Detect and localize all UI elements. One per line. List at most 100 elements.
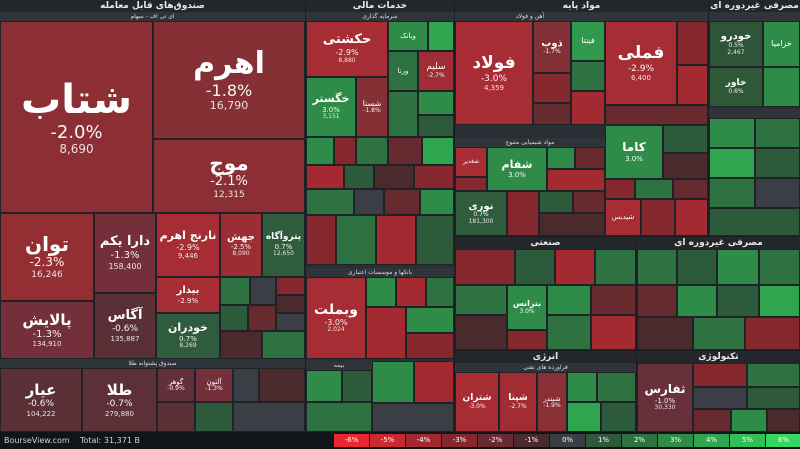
stock-tile-small[interactable]: [455, 315, 507, 350]
stock-tile-vebank[interactable]: وبانک: [388, 21, 428, 51]
stock-tile-small[interactable]: [575, 147, 605, 169]
stock-tile-small[interactable]: [597, 372, 636, 402]
stock-tile-small[interactable]: [567, 402, 601, 432]
stock-tile-small[interactable]: [709, 148, 755, 178]
stock-tile-ahrom[interactable]: اهرم -1.8% 16,790: [153, 21, 305, 139]
stock-tile-small[interactable]: [759, 249, 800, 285]
stock-tile-small[interactable]: [605, 105, 708, 125]
stock-tile-small[interactable]: [262, 331, 305, 359]
stock-tile-small[interactable]: [637, 317, 693, 350]
stock-tile-small[interactable]: [637, 249, 677, 285]
stock-tile-small[interactable]: [539, 213, 605, 236]
stock-tile-small[interactable]: [547, 169, 605, 191]
stock-tile-small[interactable]: [675, 199, 708, 236]
stock-tile-small[interactable]: [220, 305, 248, 331]
stock-tile-small[interactable]: [334, 137, 356, 165]
stock-tile-shafam[interactable]: شفام 3.0%: [487, 147, 547, 191]
stock-tile-small[interactable]: [571, 91, 605, 125]
stock-tile-shebandar[interactable]: شبندر -1.9%: [537, 372, 567, 432]
stock-tile-gohar[interactable]: گوهر -0.9%: [157, 368, 195, 402]
stock-tile-small[interactable]: [428, 21, 454, 51]
stock-tile-small[interactable]: [709, 178, 755, 208]
stock-tile-small[interactable]: [709, 208, 800, 236]
stock-tile-small[interactable]: [306, 189, 354, 215]
stock-tile-small[interactable]: [376, 215, 416, 265]
stock-tile-small[interactable]: [406, 333, 454, 359]
stock-tile-alton[interactable]: آلتون -1.3%: [195, 368, 233, 402]
stock-tile-small[interactable]: [747, 387, 800, 409]
stock-tile-small[interactable]: [693, 409, 731, 432]
stock-tile-small[interactable]: [507, 330, 547, 350]
stock-tile-small[interactable]: [595, 249, 636, 285]
stock-tile-small[interactable]: [374, 165, 414, 189]
stock-tile-small[interactable]: [677, 249, 717, 285]
stock-tile-mowj[interactable]: موج -2.1% 12,315: [153, 139, 305, 213]
stock-tile-small[interactable]: [366, 277, 396, 307]
stock-tile-small[interactable]: [354, 189, 384, 215]
stock-tile-small[interactable]: [567, 372, 597, 402]
stock-tile-small[interactable]: [426, 277, 454, 307]
stock-tile-small[interactable]: [547, 315, 591, 350]
stock-tile-khodro[interactable]: خودرو 0.5% 2,467: [709, 21, 763, 67]
stock-tile-small[interactable]: [306, 402, 372, 432]
stock-tile-vebmelat[interactable]: وبملت -3.0% 2,024: [306, 277, 366, 359]
stock-tile-small[interactable]: [515, 249, 555, 285]
stock-tile-small[interactable]: [745, 317, 800, 350]
stock-tile-small[interactable]: [344, 165, 374, 189]
stock-tile-small[interactable]: [414, 361, 454, 403]
stock-tile-khegostar[interactable]: خگستر 3.0% 3,151: [306, 77, 356, 137]
stock-tile-shepna[interactable]: شپنا -2.7%: [499, 372, 537, 432]
stock-tile-khavar[interactable]: خاور 0.6%: [709, 67, 763, 107]
stock-tile-khodran[interactable]: خودران 0.7% 8,269: [156, 313, 220, 359]
stock-tile-jahesh[interactable]: جهش -2.5% 8,090: [220, 213, 262, 277]
stock-tile-small[interactable]: [547, 285, 591, 315]
stock-tile-small[interactable]: [306, 370, 342, 402]
stock-tile-small[interactable]: [455, 285, 507, 315]
stock-tile-small[interactable]: [306, 137, 334, 165]
stock-tile-small[interactable]: [250, 277, 276, 305]
stock-tile-petroagah[interactable]: پتروآگاه 0.7% 12,650: [262, 213, 305, 277]
stock-tile-small[interactable]: [306, 215, 336, 265]
stock-tile-small[interactable]: [591, 315, 636, 350]
stock-tile-kama[interactable]: کاما 3.0%: [605, 125, 663, 179]
stock-tile-small[interactable]: [372, 361, 414, 403]
stock-tile-tala[interactable]: طلا -0.7% 279,880: [82, 368, 157, 432]
stock-tile-small[interactable]: [220, 277, 250, 305]
stock-tile-small[interactable]: [259, 368, 305, 402]
stock-tile-small[interactable]: [416, 215, 454, 265]
stock-tile-small[interactable]: [663, 125, 708, 153]
stock-tile-sefars[interactable]: ثفارس -1.0% 30,330: [637, 363, 693, 432]
stock-tile-small[interactable]: [547, 147, 575, 169]
stock-tile-small[interactable]: [601, 402, 636, 432]
stock-tile-small[interactable]: [755, 178, 800, 208]
stock-tile-shetran[interactable]: شتران -3.0%: [455, 372, 499, 432]
stock-tile-nouri[interactable]: نوری 0.7% 181,300: [455, 191, 507, 236]
stock-tile-foolad[interactable]: فولاد -3.0% 4,359: [455, 21, 533, 125]
stock-tile-fameli[interactable]: فملی -2.9% 6,400: [605, 21, 677, 105]
stock-tile-small[interactable]: [763, 67, 800, 107]
stock-tile-small[interactable]: [533, 73, 571, 103]
stock-tile-small[interactable]: [233, 402, 305, 432]
stock-tile-small[interactable]: [418, 91, 454, 115]
stock-tile-small[interactable]: [372, 403, 454, 432]
stock-tile-shghadir[interactable]: شغدیر: [455, 147, 487, 177]
stock-tile-khazamia[interactable]: خزامیا: [763, 21, 800, 67]
stock-tile-small[interactable]: [717, 249, 759, 285]
stock-tile-small[interactable]: [388, 91, 418, 137]
stock-tile-small[interactable]: [422, 137, 454, 165]
stock-tile-small[interactable]: [591, 285, 636, 315]
stock-tile-varna[interactable]: ورنا: [388, 51, 418, 91]
stock-tile-small[interactable]: [677, 285, 717, 317]
stock-tile-small[interactable]: [306, 165, 344, 189]
stock-tile-hekashti[interactable]: حکشتی -2.9% 8,880: [306, 21, 388, 77]
stock-tile-small[interactable]: [677, 21, 708, 65]
stock-tile-small[interactable]: [571, 61, 605, 91]
stock-tile-small[interactable]: [342, 370, 372, 402]
stock-tile-small[interactable]: [276, 313, 305, 331]
stock-tile-tavan[interactable]: توان -2.3% 16,246: [0, 213, 94, 301]
stock-tile-naranj-ahrom[interactable]: نارنج اهرم -2.9% 9,446: [156, 213, 220, 277]
stock-tile-ayar[interactable]: عیار -0.6% 104,222: [0, 368, 82, 432]
stock-tile-small[interactable]: [455, 249, 515, 285]
stock-tile-shetab[interactable]: شتاب -2.0% 8,690: [0, 21, 153, 213]
stock-tile-small[interactable]: [635, 179, 673, 199]
